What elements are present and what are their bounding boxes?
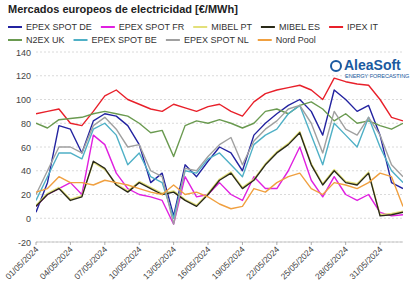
legend-item: EPEX SPOT DE: [8, 22, 92, 32]
title: Mercados europeos de electricidad [€/MWh…: [8, 3, 238, 15]
legend-swatch: [74, 39, 88, 41]
logo-text: AleaSoft: [344, 57, 401, 73]
x-tick-label: 22/05/2024: [244, 244, 281, 281]
series-line: [36, 105, 403, 218]
y-tick-label: 120: [16, 71, 31, 81]
logo-icon: [331, 61, 341, 71]
y-tick-label: 40: [21, 166, 31, 176]
legend-label: EPEX SPOT FR: [119, 22, 185, 32]
x-tick: [276, 242, 277, 245]
x-tick-label: 19/05/2024: [210, 244, 247, 281]
grid-line: [36, 218, 403, 219]
legend-item: EPEX SPOT NL: [166, 35, 249, 45]
y-tick-label: 100: [16, 95, 31, 105]
x-tick-label: 01/05/2024: [3, 244, 40, 281]
y-tick-label: -20: [18, 238, 31, 248]
x-tick: [345, 242, 346, 245]
legend-label: EPEX SPOT NL: [184, 35, 249, 45]
legend-item: IPEX IT: [329, 22, 379, 32]
x-tick-label: 16/05/2024: [175, 244, 212, 281]
y-tick-label: 140: [16, 48, 31, 58]
x-tick-label: 28/05/2024: [313, 244, 350, 281]
x-tick: [380, 242, 381, 245]
y-tick-label: 80: [21, 119, 31, 129]
legend-swatch: [261, 26, 275, 28]
legend-item: Nord Pool: [258, 35, 316, 45]
grid-line: [36, 194, 403, 195]
x-tick: [173, 242, 174, 245]
x-tick: [311, 242, 312, 245]
legend-swatch: [101, 26, 115, 28]
x-tick-label: 07/05/2024: [72, 244, 109, 281]
grid-line: [36, 123, 403, 124]
legend-item: N2EX UK: [8, 35, 65, 45]
x-tick-label: 25/05/2024: [279, 244, 316, 281]
background: [0, 0, 410, 290]
series-line: [36, 102, 403, 157]
legend-label: MIBEL PT: [211, 22, 252, 32]
series-line: [36, 78, 403, 125]
legend-label: N2EX UK: [26, 35, 65, 45]
chart: Mercados europeos de electricidad [€/MWh…: [0, 0, 410, 290]
y-tick-label: 20: [21, 190, 31, 200]
x-tick-label: 10/05/2024: [106, 244, 143, 281]
grid-line: [36, 242, 403, 243]
grid-line: [36, 99, 403, 100]
y-tick-label: 60: [21, 143, 31, 153]
legend-label: EPEX SPOT DE: [26, 22, 92, 32]
x-tick-label: 04/05/2024: [38, 244, 75, 281]
x-tick: [139, 242, 140, 245]
x-tick: [70, 242, 71, 245]
legend-item: EPEX SPOT FR: [101, 22, 185, 32]
legend-label: EPEX SPOT BE: [92, 35, 157, 45]
legend-item: MIBEL PT: [193, 22, 252, 32]
series-line: [36, 105, 403, 224]
x-tick: [242, 242, 243, 245]
x-tick: [208, 242, 209, 245]
x-axis: [36, 242, 403, 243]
logo-subtext: ENERGY FORECASTING: [345, 73, 409, 79]
x-tick: [36, 242, 37, 245]
legend-swatch: [258, 39, 272, 41]
legend-item: EPEX SPOT BE: [74, 35, 157, 45]
legend-swatch: [8, 39, 22, 41]
legend-label: Nord Pool: [276, 35, 316, 45]
x-tick: [104, 242, 105, 245]
legend-swatch: [166, 39, 180, 41]
legend-swatch: [329, 26, 343, 28]
series-line: [36, 173, 403, 209]
y-tick-label: 0: [26, 214, 31, 224]
x-tick-label: 13/05/2024: [141, 244, 178, 281]
x-tick-label: 31/05/2024: [347, 244, 384, 281]
legend-label: MIBEL ES: [279, 22, 320, 32]
legend-swatch: [8, 26, 22, 28]
legend-item: MIBEL ES: [261, 22, 320, 32]
lines: [36, 78, 403, 224]
legend-swatch: [193, 26, 207, 28]
grid-line: [36, 52, 403, 53]
legend-label: IPEX IT: [347, 22, 379, 32]
